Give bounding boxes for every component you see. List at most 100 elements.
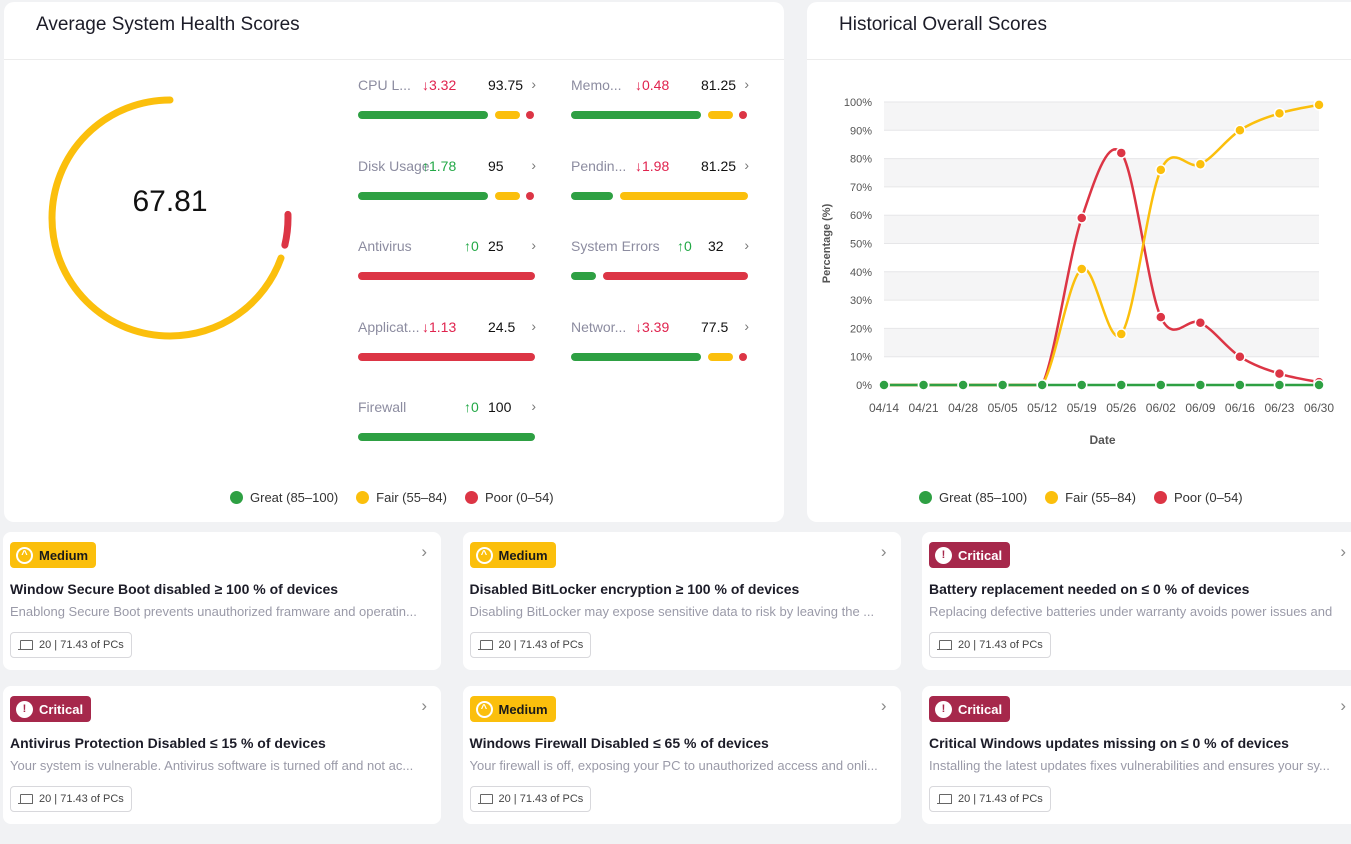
metric-delta: ↑0	[464, 399, 479, 415]
card-title: Critical Windows updates missing on ≤ 0 …	[929, 735, 1289, 751]
chevron-right-icon[interactable]: ›	[1340, 542, 1346, 561]
overall-score: 67.81	[132, 185, 208, 218]
chevron-right-icon[interactable]: ›	[531, 156, 536, 173]
chevron-right-icon[interactable]: ›	[880, 542, 887, 561]
metric-value: 95	[488, 157, 504, 174]
metric-name: System Errors	[571, 238, 660, 254]
series-point-2	[1234, 350, 1246, 363]
insight-card[interactable]: ! Critical › Critical Windows updates missi…	[922, 686, 1351, 824]
metric-name: Pendin...	[571, 157, 627, 174]
chevron-right-icon[interactable]: ›	[531, 398, 536, 414]
chevron-right-icon[interactable]: ›	[1340, 696, 1346, 715]
series-point-1	[1273, 107, 1286, 120]
series-point-1	[1313, 99, 1325, 111]
grid-band	[884, 215, 1319, 244]
chevron-right-icon[interactable]: ›	[531, 317, 536, 334]
metric-value: 24.5	[488, 318, 516, 335]
metric-name: Disk Usage	[358, 157, 430, 174]
metric-bar-great	[358, 433, 535, 441]
y-tick-label: 50%	[850, 239, 872, 251]
chevron-right-icon[interactable]: ›	[744, 237, 749, 253]
x-tick-label: 04/14	[869, 401, 899, 415]
y-tick-label: 40%	[850, 267, 872, 279]
metric-bar-poor	[739, 352, 747, 361]
metric-bar-great	[358, 111, 488, 119]
chevron-right-icon[interactable]: ›	[421, 542, 427, 561]
metric-0[interactable]: CPU L... ↓3.32 93.75 ›	[358, 76, 536, 137]
metric-bar-poor	[358, 352, 535, 361]
overall-score-gauge	[48, 96, 292, 340]
affected-pcs-chip[interactable]: 20 | 71.43 of PCs	[929, 632, 1051, 658]
series-point-0	[1075, 379, 1088, 391]
metric-delta: ↑0	[677, 238, 692, 254]
card-description: Replacing defective batteries under warr…	[929, 604, 1333, 619]
severity-badge: ^ Medium	[10, 542, 97, 568]
series-point-0	[1155, 379, 1167, 391]
fair-dot-icon	[356, 491, 370, 504]
insight-card[interactable]: ! Critical › Antivirus Protection Disabled …	[3, 686, 441, 824]
metric-bar-fair	[708, 352, 733, 361]
metric-bar-great	[571, 191, 613, 200]
chevron-right-icon[interactable]: ›	[421, 696, 427, 715]
metric-3[interactable]: Pendin... ↓1.98 81.25 ›	[571, 156, 749, 218]
card-title: Battery replacement needed on ≤ 0 % of d…	[929, 581, 1250, 597]
exclamation-icon: !	[935, 700, 952, 718]
series-point-0	[1273, 379, 1286, 391]
series-point-0	[1036, 379, 1048, 391]
affected-pcs-chip[interactable]: 20 | 71.43 of PCs	[929, 786, 1051, 812]
metric-8[interactable]: Firewall ↑0 100 ›	[358, 398, 536, 459]
chevron-up-icon: ^	[475, 546, 493, 564]
series-point-1	[1155, 164, 1167, 176]
series-point-0	[878, 379, 890, 391]
x-tick-label: 05/12	[1027, 401, 1057, 415]
metric-value: 32	[708, 238, 724, 254]
chevron-right-icon[interactable]: ›	[531, 237, 536, 253]
insight-card[interactable]: ! Critical › Battery replacement needed on …	[922, 532, 1351, 670]
arrow-up-icon: ↑	[464, 399, 471, 415]
metric-1[interactable]: Memo... ↓0.48 81.25 ›	[571, 76, 749, 137]
x-tick-label: 06/09	[1185, 401, 1215, 415]
chevron-right-icon[interactable]: ›	[531, 76, 536, 92]
insight-card[interactable]: ^ Medium › Windows Firewall Disabled ≤ 65 %…	[462, 686, 901, 824]
affected-pcs-chip[interactable]: 20 | 71.43 of PCs	[469, 786, 592, 812]
chevron-right-icon[interactable]: ›	[744, 317, 749, 334]
series-point-2	[1273, 367, 1286, 380]
laptop-icon	[477, 639, 493, 651]
grid-band	[884, 271, 1319, 301]
x-tick-label: 06/30	[1304, 401, 1334, 415]
arrow-down-icon: ↓	[635, 157, 642, 174]
series-point-0	[1115, 379, 1128, 391]
chevron-right-icon[interactable]: ›	[880, 696, 887, 715]
metric-value: 81.25	[701, 157, 737, 174]
x-tick-label: 05/26	[1106, 401, 1136, 415]
metric-2[interactable]: Disk Usage ↑1.78 95 ›	[358, 156, 536, 218]
insight-card[interactable]: ^ Medium › Window Secure Boot disabled ≥ 10…	[3, 532, 441, 670]
y-tick-label: 90%	[850, 125, 872, 137]
chevron-right-icon[interactable]: ›	[744, 156, 749, 173]
metric-bar-great	[571, 272, 596, 280]
x-tick-label: 05/19	[1067, 401, 1097, 415]
card-description: Your firewall is off, exposing your PC t…	[469, 758, 878, 773]
metric-5[interactable]: System Errors ↑0 32 ›	[571, 237, 749, 298]
insight-card[interactable]: ^ Medium › Disabled BitLocker encryption ≥ …	[462, 532, 901, 670]
y-axis-label: Percentage (%)	[821, 203, 833, 283]
metric-4[interactable]: Antivirus ↑0 25 ›	[358, 237, 536, 298]
metric-7[interactable]: Networ... ↓3.39 77.5 ›	[571, 317, 749, 379]
metric-name: Networ...	[571, 318, 627, 335]
grid-band	[884, 328, 1319, 357]
chevron-right-icon[interactable]: ›	[744, 76, 749, 92]
chevron-up-icon: ^	[16, 546, 33, 564]
metric-bar-fair	[495, 191, 520, 200]
metric-name: CPU L...	[358, 77, 411, 93]
y-tick-label: 60%	[850, 210, 872, 222]
affected-pcs-chip[interactable]: 20 | 71.43 of PCs	[469, 632, 592, 658]
metric-delta: ↑0	[464, 238, 479, 254]
legend-poor: Poor (0–54)	[464, 490, 554, 505]
affected-pcs-chip[interactable]: 20 | 71.43 of PCs	[10, 786, 132, 812]
arrow-down-icon: ↓	[635, 77, 642, 93]
metric-6[interactable]: Applicat... ↓1.13 24.5 ›	[358, 317, 536, 379]
legend-great: Great (85–100)	[919, 490, 1027, 505]
arrow-up-icon: ↑	[464, 238, 471, 254]
affected-pcs-chip[interactable]: 20 | 71.43 of PCs	[10, 632, 132, 658]
legend-great: Great (85–100)	[230, 490, 338, 505]
